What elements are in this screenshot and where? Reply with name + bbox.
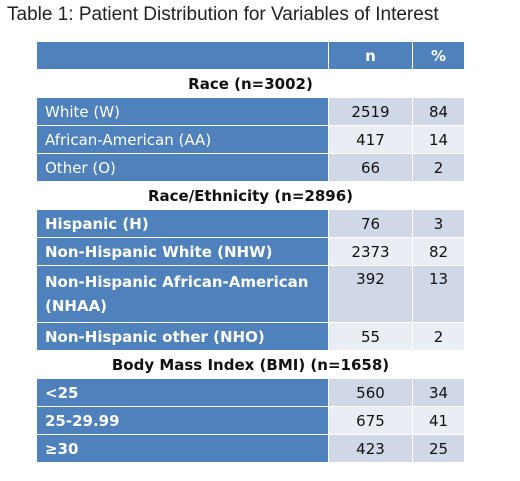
table-header-row: n %: [36, 41, 465, 70]
row-label: African-American (AA): [36, 125, 329, 154]
row-percent: 14: [412, 125, 465, 154]
row-label: Non-Hispanic other (NHO): [36, 322, 329, 351]
header-percent: %: [412, 41, 465, 70]
row-percent: 2: [412, 153, 465, 182]
table-row: Non-Hispanic White (NHW) 2373 82: [36, 237, 465, 266]
table-row: Hispanic (H) 76 3: [36, 209, 465, 238]
section-title-row: Race (n=3002): [36, 69, 465, 98]
row-n: 392: [328, 265, 413, 323]
row-n: 675: [328, 406, 413, 435]
row-n: 2373: [328, 237, 413, 266]
row-n: 55: [328, 322, 413, 351]
section-title-bmi: Body Mass Index (BMI) (n=1658): [36, 350, 465, 379]
header-n: n: [328, 41, 413, 70]
row-n: 417: [328, 125, 413, 154]
row-n: 560: [328, 378, 413, 407]
row-percent: 13: [412, 265, 465, 323]
table-row: 25-29.99 675 41: [36, 406, 465, 435]
header-blank-cell: [36, 41, 329, 70]
table-row: White (W) 2519 84: [36, 97, 465, 126]
patient-distribution-table: n % Race (n=3002) White (W) 2519 84 Afri…: [36, 41, 465, 463]
row-percent: 34: [412, 378, 465, 407]
row-label: ≥30: [36, 434, 329, 463]
row-n: 423: [328, 434, 413, 463]
row-n: 2519: [328, 97, 413, 126]
row-label: 25-29.99: [36, 406, 329, 435]
row-label: Other (O): [36, 153, 329, 182]
table-row: ≥30 423 25: [36, 434, 465, 463]
table-row: <25 560 34: [36, 378, 465, 407]
row-label: Hispanic (H): [36, 209, 329, 238]
row-n: 76: [328, 209, 413, 238]
section-title-race-ethnicity: Race/Ethnicity (n=2896): [36, 181, 465, 210]
row-percent: 25: [412, 434, 465, 463]
table-row: Other (O) 66 2: [36, 153, 465, 182]
table-caption: Table 1: Patient Distribution for Variab…: [7, 4, 439, 25]
section-title-row: Race/Ethnicity (n=2896): [36, 181, 465, 210]
section-title-race: Race (n=3002): [36, 69, 465, 98]
row-percent: 2: [412, 322, 465, 351]
row-label: Non-Hispanic White (NHW): [36, 237, 329, 266]
row-label: White (W): [36, 97, 329, 126]
table-row: Non-Hispanic African-American (NHAA) 392…: [36, 265, 465, 323]
table-row: African-American (AA) 417 14: [36, 125, 465, 154]
row-percent: 41: [412, 406, 465, 435]
row-percent: 82: [412, 237, 465, 266]
row-percent: 3: [412, 209, 465, 238]
table-row: Non-Hispanic other (NHO) 55 2: [36, 322, 465, 351]
row-percent: 84: [412, 97, 465, 126]
section-title-row: Body Mass Index (BMI) (n=1658): [36, 350, 465, 379]
row-n: 66: [328, 153, 413, 182]
row-label: <25: [36, 378, 329, 407]
row-label: Non-Hispanic African-American (NHAA): [36, 265, 329, 323]
